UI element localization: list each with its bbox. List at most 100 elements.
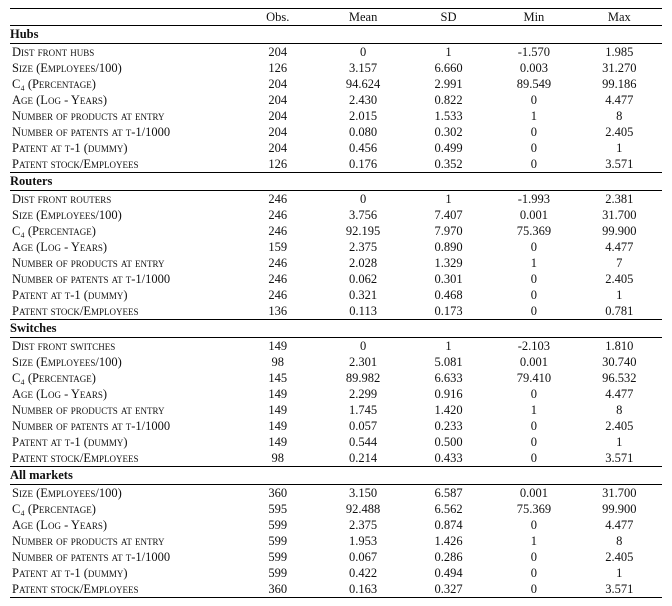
row-label: Patent stock/Employees — [10, 156, 235, 173]
cell: 0.327 — [406, 581, 491, 598]
section-title: Hubs — [10, 26, 662, 44]
table-row: Size (Employees/100)1263.1576.6600.00331… — [10, 60, 662, 76]
table-row: C₄ (Percentage)14589.9826.63379.41096.53… — [10, 370, 662, 386]
cell: 79.410 — [491, 370, 576, 386]
cell: 0.916 — [406, 386, 491, 402]
cell: 246 — [235, 287, 320, 303]
cell: -2.103 — [491, 338, 576, 355]
table-row: Size (Employees/100)3603.1506.5870.00131… — [10, 485, 662, 502]
cell: 2.381 — [577, 191, 662, 208]
cell: 204 — [235, 108, 320, 124]
cell: 92.488 — [320, 501, 405, 517]
cell: 1 — [577, 434, 662, 450]
cell: 0.001 — [491, 485, 576, 502]
cell: 0.176 — [320, 156, 405, 173]
cell: 0.214 — [320, 450, 405, 467]
row-label: Patent stock/Employees — [10, 581, 235, 598]
cell: 1.985 — [577, 44, 662, 61]
cell: 4.477 — [577, 386, 662, 402]
cell: 0 — [491, 418, 576, 434]
row-label: Patent at t-1 (dummy) — [10, 287, 235, 303]
cell: 2.991 — [406, 76, 491, 92]
section-header: All markets — [10, 467, 662, 485]
cell: 99.900 — [577, 223, 662, 239]
cell: -1.993 — [491, 191, 576, 208]
row-label: Age (Log - Years) — [10, 517, 235, 533]
cell: 246 — [235, 223, 320, 239]
row-label: Patent at t-1 (dummy) — [10, 140, 235, 156]
col-min: Min — [491, 9, 576, 26]
cell: 149 — [235, 418, 320, 434]
table-row: Patent stock/Employees1360.1130.17300.78… — [10, 303, 662, 320]
table-row: Patent at t-1 (dummy)1490.5440.50001 — [10, 434, 662, 450]
cell: 0.500 — [406, 434, 491, 450]
cell: 0.494 — [406, 565, 491, 581]
table-row: Number of products at entry1491.7451.420… — [10, 402, 662, 418]
row-label: Patent stock/Employees — [10, 450, 235, 467]
table-row: Patent at t-1 (dummy)2040.4560.49901 — [10, 140, 662, 156]
cell: 4.477 — [577, 517, 662, 533]
cell: 1 — [577, 140, 662, 156]
row-label: Number of products at entry — [10, 402, 235, 418]
section-header: Switches — [10, 320, 662, 338]
section-title: Routers — [10, 173, 662, 191]
col-mean: Mean — [320, 9, 405, 26]
row-label: C₄ (Percentage) — [10, 223, 235, 239]
cell: 1 — [406, 44, 491, 61]
cell: 2.301 — [320, 354, 405, 370]
row-label: Size (Employees/100) — [10, 485, 235, 502]
cell: 0 — [491, 124, 576, 140]
row-label: Dist front routers — [10, 191, 235, 208]
cell: 1.533 — [406, 108, 491, 124]
cell: 1 — [577, 287, 662, 303]
cell: 1.810 — [577, 338, 662, 355]
cell: 3.157 — [320, 60, 405, 76]
cell: 0.001 — [491, 354, 576, 370]
cell: 2.375 — [320, 517, 405, 533]
cell: 204 — [235, 76, 320, 92]
cell: 360 — [235, 581, 320, 598]
cell: 246 — [235, 191, 320, 208]
row-label: Number of products at entry — [10, 533, 235, 549]
cell: 0.173 — [406, 303, 491, 320]
table-row: Number of patents at t-1/10001490.0570.2… — [10, 418, 662, 434]
cell: 0.874 — [406, 517, 491, 533]
table-row: Patent stock/Employees980.2140.43303.571 — [10, 450, 662, 467]
cell: 0 — [491, 581, 576, 598]
row-label: Patent stock/Employees — [10, 303, 235, 320]
cell: 1.745 — [320, 402, 405, 418]
cell: 0.544 — [320, 434, 405, 450]
row-label: Patent at t-1 (dummy) — [10, 434, 235, 450]
cell: 360 — [235, 485, 320, 502]
cell: 92.195 — [320, 223, 405, 239]
table-row: Number of products at entry5991.9531.426… — [10, 533, 662, 549]
cell: 126 — [235, 156, 320, 173]
cell: 1 — [491, 533, 576, 549]
cell: 2.405 — [577, 549, 662, 565]
cell: 94.624 — [320, 76, 405, 92]
cell: 3.756 — [320, 207, 405, 223]
cell: 4.477 — [577, 239, 662, 255]
cell: 0 — [491, 386, 576, 402]
table-row: Patent stock/Employees1260.1760.35203.57… — [10, 156, 662, 173]
table-row: Age (Log - Years)5992.3750.87404.477 — [10, 517, 662, 533]
table-row: Number of products at entry2462.0281.329… — [10, 255, 662, 271]
cell: 8 — [577, 108, 662, 124]
cell: 0.468 — [406, 287, 491, 303]
cell: 99.900 — [577, 501, 662, 517]
section-header: Routers — [10, 173, 662, 191]
cell: 6.562 — [406, 501, 491, 517]
cell: 3.571 — [577, 156, 662, 173]
cell: 89.549 — [491, 76, 576, 92]
cell: 0 — [320, 338, 405, 355]
table-row: Dist front switches14901-2.1031.810 — [10, 338, 662, 355]
cell: -1.570 — [491, 44, 576, 61]
cell: 599 — [235, 533, 320, 549]
cell: 2.405 — [577, 124, 662, 140]
cell: 246 — [235, 271, 320, 287]
section-header: Hubs — [10, 26, 662, 44]
cell: 8 — [577, 402, 662, 418]
cell: 0 — [491, 549, 576, 565]
cell: 0.233 — [406, 418, 491, 434]
cell: 0.890 — [406, 239, 491, 255]
